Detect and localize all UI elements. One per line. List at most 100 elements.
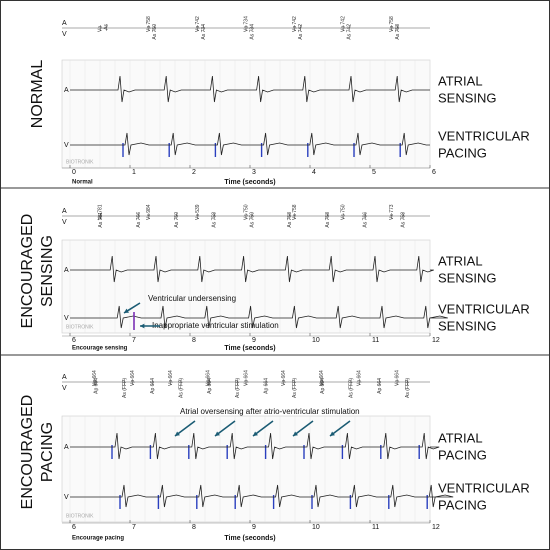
arrow-head <box>140 323 145 329</box>
channel-description: SENSING <box>438 318 497 333</box>
panel-label: PACING <box>39 422 56 482</box>
event-marker: Vp 742 <box>340 16 346 32</box>
x-tick-label: 11 <box>372 337 379 344</box>
annotation: Ventricular undersensing <box>148 294 236 303</box>
event-marker: As 758 <box>325 212 331 228</box>
arrow-head <box>330 431 335 436</box>
ventricular-trace <box>70 132 430 156</box>
channel-description: SENSING <box>438 90 497 105</box>
axis-label: Time (seconds) <box>224 535 275 542</box>
x-tick-label: 8 <box>192 337 196 344</box>
event-marker: As (FFP) <box>235 378 241 398</box>
event-marker: As 758 <box>400 212 406 228</box>
x-tick-label: 12 <box>432 337 440 344</box>
trace-channel-v: V <box>64 494 69 501</box>
x-tick-label: 10 <box>312 524 320 531</box>
x-tick-label: 12 <box>432 524 440 531</box>
egm-box <box>61 415 431 523</box>
atrial-trace <box>70 75 430 103</box>
event-marker: Vp 758 <box>389 16 395 32</box>
channel-description: SENSING <box>438 270 497 285</box>
strip-channel-v: V <box>62 31 67 38</box>
event-marker: Vs 750 <box>340 204 346 220</box>
x-tick-label: 6 <box>72 337 76 344</box>
channel-description: ATRIAL <box>438 73 483 88</box>
egm-box <box>61 59 431 169</box>
strip-channel-a: A <box>62 208 67 215</box>
event-marker: As (FFP) <box>405 378 411 398</box>
event-marker: Ap 664 <box>263 378 269 394</box>
event-marker: As 750 <box>152 24 158 40</box>
event-marker: Vp 664 <box>394 370 400 386</box>
x-tick-label: 6 <box>72 524 76 531</box>
event-marker: Vp 742 <box>292 16 298 32</box>
channel-description: PACING <box>438 145 487 160</box>
event-marker: As 750 <box>249 212 255 228</box>
strip-channel-a: A <box>62 374 67 381</box>
event-marker: Vs 984 <box>146 204 152 220</box>
x-tick-label: 7 <box>132 524 136 531</box>
annotation: Inappropriate ventricular stimulation <box>152 321 279 330</box>
arrow-head <box>293 431 298 436</box>
event-marker: As 766 <box>136 212 142 228</box>
channel-description: PACING <box>438 497 487 512</box>
channel-description: VENTRICULAR <box>438 301 530 316</box>
trace-channel-a: A <box>64 87 69 94</box>
event-marker: As 758 <box>212 212 218 228</box>
event-marker: Vs 773 <box>389 204 395 220</box>
x-tick-label: 9 <box>252 524 256 531</box>
strip-channel-v: V <box>62 385 67 392</box>
channel-description: ATRIAL <box>438 430 483 445</box>
strip-name: Normal <box>72 180 93 186</box>
event-marker: Vs 750 <box>243 204 249 220</box>
event-marker: As 734 <box>249 24 255 40</box>
event-marker: Vp 734 <box>243 16 249 32</box>
event-marker: Vp <box>98 26 104 32</box>
trace-channel-v: V <box>64 315 69 322</box>
trace-channel-v: V <box>64 142 69 149</box>
trace-channel-a: A <box>64 267 69 274</box>
event-marker: Vp 664 <box>319 370 325 386</box>
event-marker: Ap 664 <box>207 378 213 394</box>
x-tick-label: 2 <box>192 169 196 176</box>
strip-name: Encourage pacing <box>72 536 124 542</box>
event-marker: As 734 <box>201 24 207 40</box>
annotation: Atrial oversensing after atrio-ventricul… <box>180 407 360 416</box>
event-marker: Ap 664 <box>377 378 383 394</box>
strip-name: Encourage sensing <box>72 346 128 352</box>
event-marker: As 758 <box>395 24 401 40</box>
atrial-trace <box>70 432 440 460</box>
panel-label: ENCOURAGED <box>19 395 36 510</box>
x-tick-label: 1 <box>132 169 136 176</box>
event-marker: As 758 <box>287 212 293 228</box>
x-tick-label: 0 <box>72 169 76 176</box>
arrow-head <box>215 431 220 436</box>
event-marker: As 781 <box>98 212 104 228</box>
brand: BIOTRONIK <box>66 324 94 330</box>
atrial-trace <box>70 255 434 283</box>
event-marker: Vp 664 <box>92 370 98 386</box>
event-marker: Vs 781 <box>98 204 104 220</box>
event-marker: Vp 664 <box>130 370 136 386</box>
event-marker: Vp 664 <box>243 370 249 386</box>
egm-box <box>61 239 431 334</box>
event-marker: Vp 758 <box>146 16 152 32</box>
event-marker: Vp 742 <box>195 16 201 32</box>
event-marker: Vp 664 <box>357 370 363 386</box>
x-tick-label: 6 <box>432 169 436 176</box>
event-marker: Vp 664 <box>281 370 287 386</box>
event-marker: Ap 664 <box>150 378 156 394</box>
event-marker: As 742 <box>346 24 352 40</box>
channel-description: ATRIAL <box>438 253 483 268</box>
panel-label: SENSING <box>39 235 56 307</box>
event-marker: As 742 <box>298 24 304 40</box>
event-marker: As (FFP) <box>348 378 354 398</box>
event-marker: Vp 664 <box>206 370 212 386</box>
event-marker: Vp 664 <box>168 370 174 386</box>
event-marker: Ap 664 <box>93 378 99 394</box>
channel-description: VENTRICULAR <box>438 480 530 495</box>
event-marker: Vs 758 <box>292 204 298 220</box>
ventricular-trace <box>70 305 448 329</box>
channel-description: PACING <box>438 447 487 462</box>
